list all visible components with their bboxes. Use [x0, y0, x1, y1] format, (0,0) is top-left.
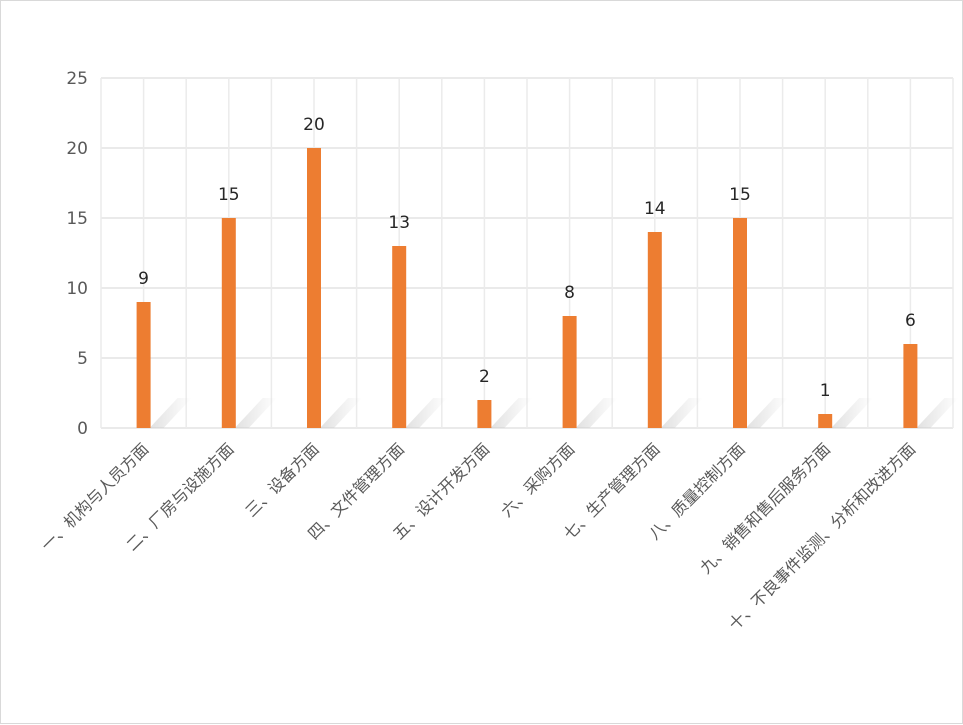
data-label: 2 — [479, 367, 490, 387]
bar-shadow — [149, 398, 192, 428]
y-tick-label: 0 — [77, 419, 88, 439]
y-tick-label: 5 — [77, 349, 88, 369]
bar-shadows — [149, 398, 959, 428]
bar-shadow — [405, 398, 448, 428]
category-label: 三、设备方面 — [242, 439, 323, 520]
data-label: 13 — [388, 213, 410, 233]
bar — [903, 344, 918, 428]
y-tick-label: 20 — [66, 139, 88, 159]
data-label: 15 — [218, 185, 240, 205]
bar — [392, 246, 407, 428]
category-label: 十、不良事件监测、分析和改进方面 — [725, 439, 919, 633]
bar-shadow — [916, 398, 959, 428]
data-label: 15 — [729, 185, 751, 205]
bar-shadow — [660, 398, 703, 428]
data-label: 1 — [820, 381, 831, 401]
bar — [733, 218, 747, 428]
data-label: 20 — [303, 115, 325, 135]
bar — [818, 414, 833, 428]
bar — [136, 302, 151, 428]
bar-shadow — [746, 398, 788, 428]
bar — [647, 232, 662, 428]
y-tick-label: 25 — [66, 69, 88, 89]
bar — [562, 316, 577, 428]
category-label: 六、采购方面 — [497, 439, 578, 520]
bar — [477, 400, 492, 428]
bar-shadow — [575, 398, 618, 428]
y-tick-label: 10 — [66, 279, 88, 299]
bar — [307, 148, 321, 428]
y-tick-label: 15 — [66, 209, 88, 229]
bar — [221, 218, 236, 428]
data-label: 14 — [644, 199, 666, 219]
bars — [136, 148, 918, 428]
data-label: 8 — [564, 283, 575, 303]
data-label: 9 — [138, 269, 149, 289]
y-axis-tick-labels: 0 5 10 15 20 25 — [66, 69, 88, 439]
bar-shadow — [490, 398, 533, 428]
bar-shadow — [320, 398, 362, 428]
bar-shadow — [831, 398, 874, 428]
bar-shadow — [234, 398, 277, 428]
data-label: 6 — [905, 311, 916, 331]
